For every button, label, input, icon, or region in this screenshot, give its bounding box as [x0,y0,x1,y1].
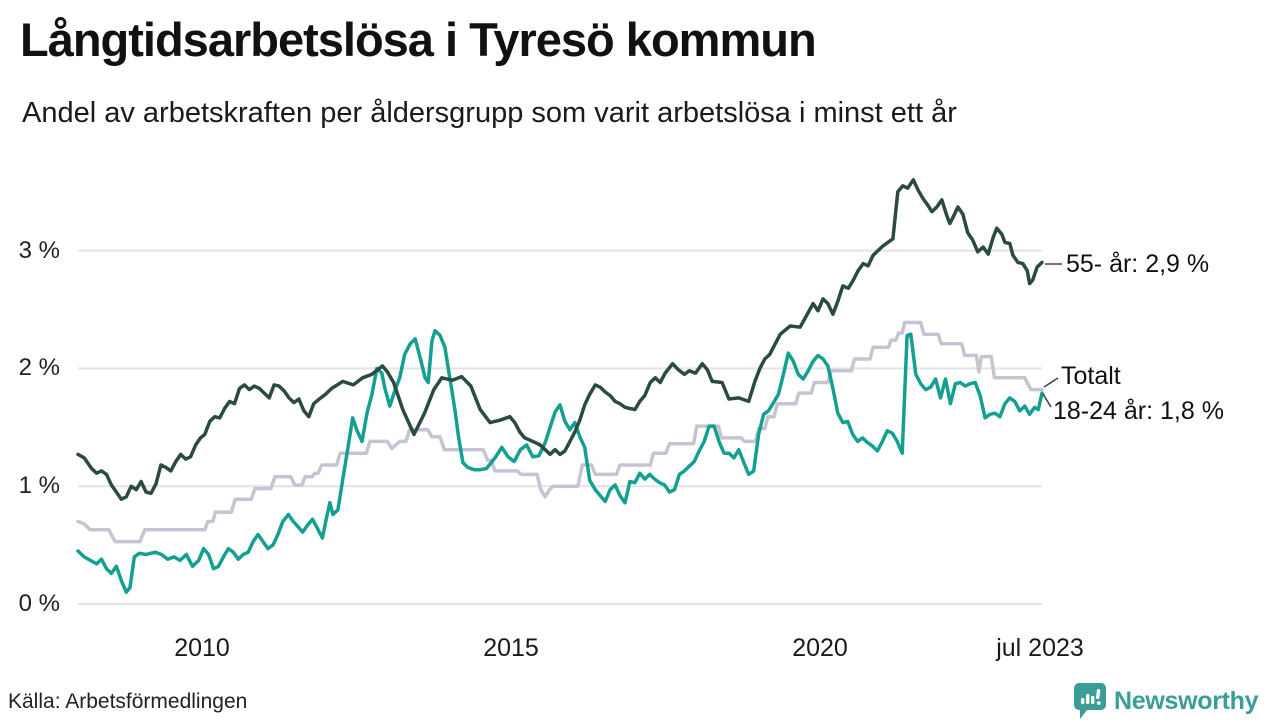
series-end-label: Totalt [1061,362,1121,390]
x-axis-tick-label: 2020 [792,634,848,662]
x-axis-tick-label: 2015 [483,634,539,662]
page-title: Långtidsarbetslösa i Tyresö kommun [20,13,817,66]
y-axis-tick-label: 0 % [18,590,60,617]
source-note: Källa: Arbetsförmedlingen [8,690,248,713]
x-axis-tick-label: 2010 [174,634,230,662]
y-axis-tick-label: 2 % [18,354,60,382]
series-end-label: 18-24 år: 1,8 % [1053,397,1224,425]
newsworthy-bubble-chart-icon [1074,683,1106,719]
y-axis-tick-label: 1 % [18,472,60,500]
y-axis-tick-label: 3 % [18,236,60,264]
series-line-totalt [76,320,1044,544]
newsworthy-wordmark: Newsworthy [1114,686,1259,715]
annotation-leader-line [1042,393,1052,408]
x-axis-tick-label: jul 2023 [996,634,1084,662]
series-line-55-r [76,178,1044,501]
newsworthy-logo[interactable]: Newsworthy [1074,683,1259,719]
series-end-label: 55- år: 2,9 % [1066,250,1210,278]
series-line-18-24-r [76,328,1044,594]
annotation-leader-line [1043,377,1059,388]
page-subtitle: Andel av arbetskraften per åldersgrupp s… [22,97,957,129]
